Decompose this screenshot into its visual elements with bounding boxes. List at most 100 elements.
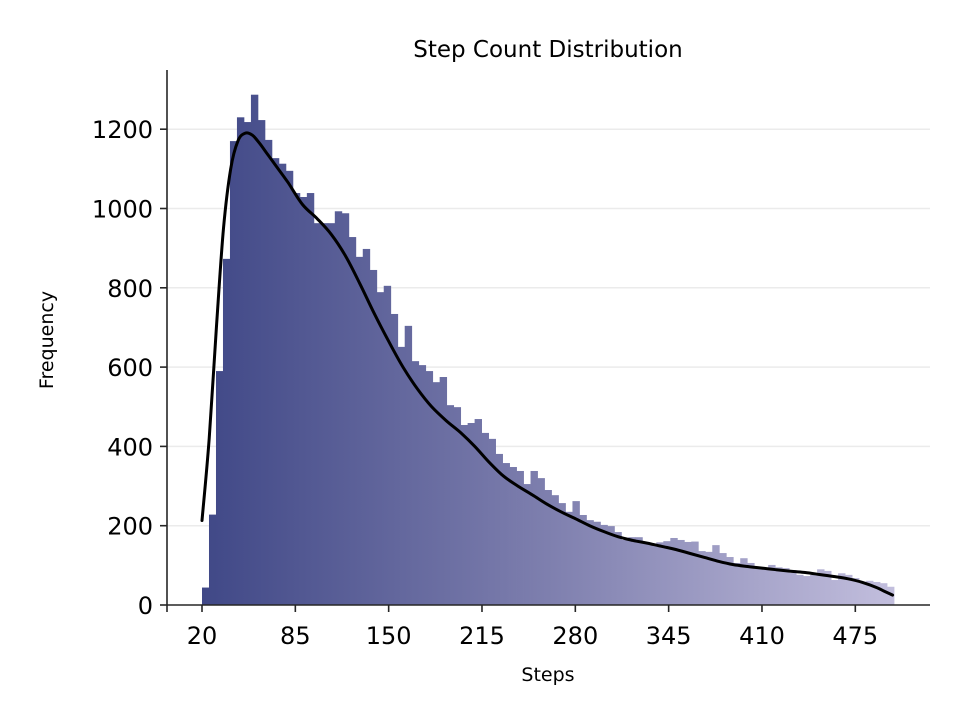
histogram-bar bbox=[873, 582, 881, 605]
x-tick-label: 20 bbox=[187, 622, 218, 650]
histogram-bar bbox=[334, 211, 343, 605]
chart-title: Step Count Distribution bbox=[413, 37, 682, 63]
histogram-bar bbox=[250, 94, 259, 605]
histogram-bar bbox=[551, 495, 559, 605]
histogram-bar bbox=[796, 574, 804, 605]
histogram-bar bbox=[460, 424, 469, 605]
histogram-bar bbox=[607, 526, 615, 605]
histogram-bar bbox=[439, 377, 448, 605]
histogram-bar bbox=[208, 514, 217, 605]
histogram-bar bbox=[747, 562, 755, 605]
histogram-bar bbox=[761, 568, 769, 605]
histogram-bar bbox=[712, 545, 720, 605]
histogram-bar bbox=[775, 567, 783, 605]
histogram-bar bbox=[488, 438, 496, 605]
histogram-bar bbox=[453, 407, 462, 605]
histogram-bar bbox=[285, 170, 294, 605]
x-tick-label: 150 bbox=[366, 622, 412, 650]
histogram-bar bbox=[852, 578, 860, 605]
histogram-bar bbox=[740, 558, 748, 605]
histogram-bar bbox=[404, 325, 413, 605]
histogram-bar bbox=[824, 570, 832, 605]
histogram-bar bbox=[859, 581, 867, 605]
histogram-bar bbox=[677, 539, 685, 605]
histogram-bar bbox=[614, 532, 622, 605]
histogram-bar bbox=[292, 193, 301, 606]
x-tick-label: 85 bbox=[280, 622, 311, 650]
histogram-bar bbox=[516, 470, 524, 605]
histogram-bar bbox=[299, 197, 308, 605]
histogram-bar bbox=[558, 503, 566, 605]
histogram-bar bbox=[663, 541, 671, 605]
histogram-bar bbox=[810, 574, 818, 605]
histogram-bar bbox=[432, 382, 441, 605]
x-axis-label: Steps bbox=[521, 664, 574, 686]
x-tick-label: 345 bbox=[646, 622, 692, 650]
histogram-bar bbox=[719, 553, 727, 605]
histogram-bar bbox=[222, 258, 231, 605]
histogram-bar bbox=[369, 269, 378, 605]
histogram-bar bbox=[341, 213, 350, 605]
histogram-bar bbox=[229, 141, 238, 605]
x-tick-label: 475 bbox=[832, 622, 878, 650]
kde-curve bbox=[200, 131, 895, 597]
y-axis-label: Frequency bbox=[36, 291, 58, 389]
histogram-bar bbox=[348, 237, 357, 606]
histogram-bar bbox=[656, 542, 664, 605]
histogram-bar bbox=[789, 572, 797, 605]
histogram-bar bbox=[362, 248, 371, 605]
histogram-bar bbox=[327, 223, 336, 606]
y-ticks: 0 200 400 600 800 1000 1200 bbox=[92, 116, 167, 620]
histogram-bar bbox=[649, 543, 657, 605]
histogram-bar bbox=[621, 539, 629, 605]
histogram-bar bbox=[390, 313, 399, 605]
histogram-bar bbox=[866, 580, 874, 605]
histogram-bar bbox=[838, 573, 846, 605]
histogram-bar bbox=[684, 541, 692, 605]
histogram-bar bbox=[418, 365, 427, 605]
x-tick-label: 215 bbox=[459, 622, 505, 650]
histogram-bar bbox=[705, 551, 713, 605]
histogram-bars bbox=[202, 94, 895, 606]
histogram-bar bbox=[495, 453, 503, 605]
histogram-bar bbox=[586, 520, 594, 605]
histogram-bar bbox=[425, 371, 434, 605]
histogram-bar bbox=[579, 514, 587, 605]
histogram-bar bbox=[593, 521, 601, 605]
histogram-bar bbox=[572, 501, 580, 605]
histogram-bar bbox=[397, 346, 406, 605]
histogram-bar bbox=[782, 568, 790, 605]
histogram-bar bbox=[509, 467, 517, 605]
histogram-bar bbox=[306, 193, 315, 606]
x-tick-label: 410 bbox=[739, 622, 785, 650]
histogram-bar bbox=[202, 587, 210, 605]
histogram-bar bbox=[243, 122, 252, 605]
histogram-bar bbox=[887, 586, 895, 605]
histogram-bar bbox=[635, 537, 643, 605]
histogram-bar bbox=[446, 405, 455, 605]
histogram-bar bbox=[271, 158, 280, 605]
histogram-bar bbox=[481, 432, 489, 605]
histogram-bar bbox=[537, 478, 545, 605]
histogram-bar bbox=[642, 541, 650, 605]
histogram-bar bbox=[600, 524, 608, 605]
histogram-bar bbox=[831, 580, 839, 605]
histogram-bar bbox=[467, 423, 476, 605]
histogram-bar bbox=[313, 223, 322, 606]
histogram-bar bbox=[320, 223, 329, 606]
y-tick-label: 1200 bbox=[92, 116, 153, 144]
histogram-bar bbox=[383, 285, 392, 605]
histogram-bar bbox=[803, 576, 811, 605]
histogram-bar bbox=[733, 562, 741, 605]
histogram-bar bbox=[698, 551, 706, 605]
histogram-bar bbox=[278, 163, 287, 605]
histogram-bar bbox=[376, 292, 385, 605]
axes bbox=[166, 70, 930, 606]
y-tick-label: 400 bbox=[107, 433, 153, 461]
histogram-bar bbox=[817, 569, 825, 605]
histogram-bar bbox=[523, 484, 531, 605]
histogram-bar bbox=[411, 361, 420, 605]
histogram-bar bbox=[236, 117, 245, 605]
histogram-bar bbox=[726, 557, 734, 605]
